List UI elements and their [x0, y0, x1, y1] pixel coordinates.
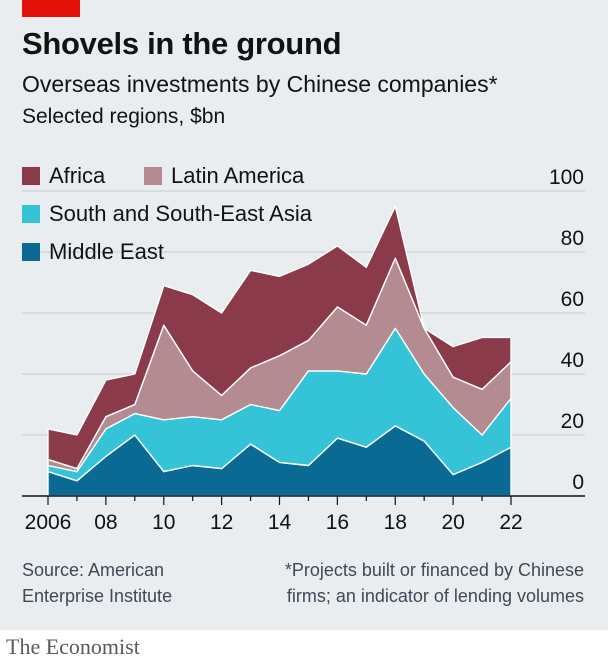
legend-swatch-latin-america	[144, 167, 162, 185]
y-axis-ticks: 0 20 40 60 80 100	[549, 166, 584, 494]
y-tick-label: 0	[572, 471, 584, 494]
legend-item-africa: Africa	[22, 163, 105, 189]
chart-title: Shovels in the ground	[22, 26, 342, 61]
legend-label-middle-east: Middle East	[49, 239, 164, 264]
x-tick-label: 14	[268, 511, 292, 534]
y-tick-label: 40	[561, 349, 584, 372]
legend-swatch-middle-east	[22, 243, 40, 261]
brand-bar	[0, 630, 608, 662]
legend-swatch-south-east-asia	[22, 205, 40, 223]
legend-label-latin-america: Latin America	[171, 163, 305, 188]
brand-red-tag	[22, 0, 80, 17]
x-axis-ticks: 2006 08 10 12 14 16 18 20 22	[25, 496, 523, 534]
stacked-areas	[47, 205, 512, 497]
brand-logo-text: The Economist	[6, 634, 140, 659]
chart-subtitle: Overseas investments by Chinese companie…	[22, 71, 498, 97]
chart-unit-label: Selected regions, $bn	[22, 105, 226, 128]
legend-item-south-east-asia: South and South-East Asia	[22, 201, 312, 227]
legend-swatch-africa	[22, 167, 40, 185]
area-chart: 0 20 40 60 80 100 2006 08 10 12 14 16 18 20 22	[22, 166, 585, 534]
area-africa	[47, 205, 512, 470]
footnote: *Projects built or financed by Chinese f…	[284, 560, 584, 606]
x-tick-label: 08	[94, 511, 117, 534]
legend-label-south-east-asia: South and South-East Asia	[49, 201, 312, 226]
y-tick-label: 60	[561, 288, 584, 311]
x-tick-label: 10	[152, 511, 175, 534]
y-tick-label: 20	[561, 410, 584, 433]
legend-item-middle-east: Middle East	[22, 239, 164, 265]
x-tick-label: 22	[499, 511, 522, 534]
legend-item-latin-america: Latin America	[144, 163, 304, 189]
x-tick-label: 16	[326, 511, 349, 534]
source-note: Source: American Enterprise Institute	[22, 560, 173, 606]
y-tick-label: 100	[549, 166, 584, 189]
legend-label-africa: Africa	[49, 163, 106, 188]
y-tick-label: 80	[561, 227, 584, 250]
x-tick-label: 12	[210, 511, 233, 534]
x-tick-label: 18	[384, 511, 407, 534]
x-tick-label: 2006	[25, 511, 72, 534]
x-tick-label: 20	[441, 511, 464, 534]
